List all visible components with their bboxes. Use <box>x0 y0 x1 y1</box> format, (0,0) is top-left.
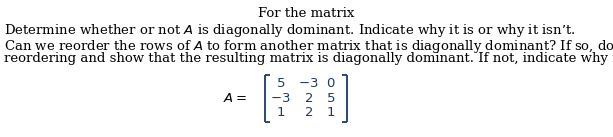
Text: reordering and show that the resulting matrix is diagonally dominant. If not, in: reordering and show that the resulting m… <box>4 52 613 65</box>
Text: Can we reorder the rows of $A$ to form another matrix that is diagonally dominan: Can we reorder the rows of $A$ to form a… <box>4 38 613 55</box>
Text: $A=$: $A=$ <box>223 92 246 105</box>
Text: $1$: $1$ <box>276 106 285 119</box>
Text: For the matrix: For the matrix <box>258 7 355 20</box>
Text: $2$: $2$ <box>304 92 313 105</box>
Text: $-3$: $-3$ <box>270 92 291 105</box>
Text: $5$: $5$ <box>276 77 285 90</box>
Text: $2$: $2$ <box>304 106 313 119</box>
Text: $-3$: $-3$ <box>299 77 319 90</box>
Text: $5$: $5$ <box>326 92 335 105</box>
Text: Determine whether or not $A$ is diagonally dominant. Indicate why it is or why i: Determine whether or not $A$ is diagonal… <box>4 22 576 39</box>
Text: $0$: $0$ <box>326 77 335 90</box>
Text: $1$: $1$ <box>326 106 335 119</box>
